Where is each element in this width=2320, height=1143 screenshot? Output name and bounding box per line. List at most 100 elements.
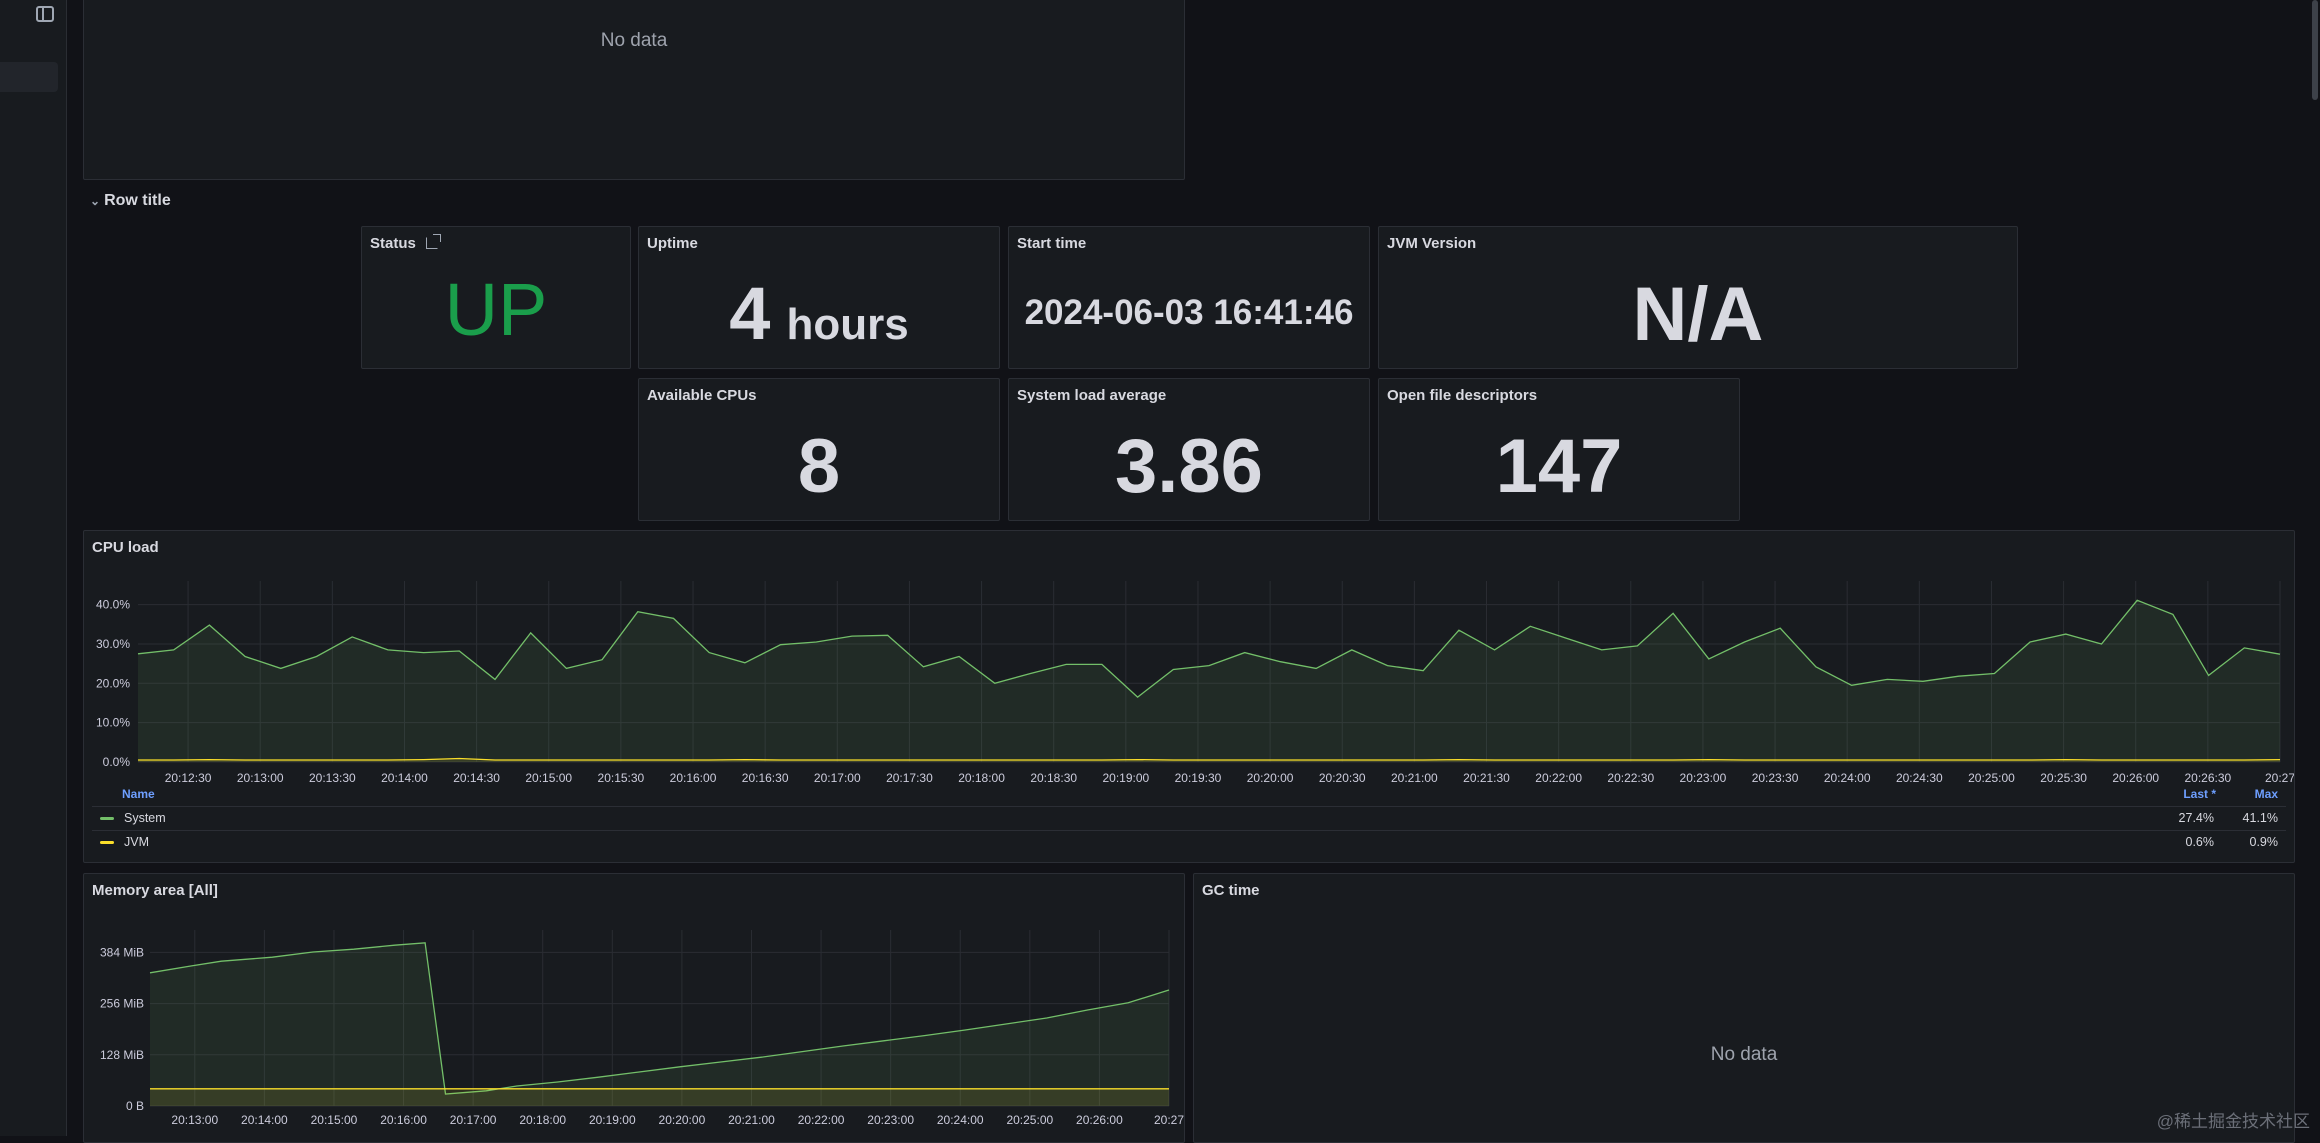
x-tick-label: 20:25:30 [2040, 771, 2087, 785]
open-fds-value: 147 [1495, 424, 1623, 509]
x-tick-label: 20:19:00 [589, 1113, 636, 1127]
x-tick-label: 20:17:00 [814, 771, 861, 785]
sidebar-active-item[interactable] [0, 62, 58, 92]
system-load-value: 3.86 [1115, 424, 1263, 509]
x-tick-label: 20:21:30 [1463, 771, 1510, 785]
x-tick-label: 20:14:00 [381, 771, 428, 785]
x-tick-label: 20:21:00 [1391, 771, 1438, 785]
x-tick-label: 20:18:00 [519, 1113, 566, 1127]
no-data-text: No data [600, 30, 668, 51]
no-data-text: No data [1710, 1044, 1778, 1065]
series-color-swatch [100, 817, 114, 820]
scrollbar[interactable] [2310, 0, 2320, 1136]
x-tick-label: 20:22:30 [1607, 771, 1654, 785]
x-tick-label: 20:17:00 [450, 1113, 497, 1127]
panel-title: Available CPUs [647, 387, 757, 404]
scroll-thumb[interactable] [2312, 0, 2318, 100]
system-load-panel: System load average 3.86 [1008, 378, 1370, 521]
panel-title: CPU load [92, 539, 159, 556]
x-tick-label: 20:24:30 [1896, 771, 1943, 785]
x-tick-label: 20:26:00 [1076, 1113, 1123, 1127]
panel-title: JVM Version [1387, 235, 1477, 252]
panel-title: Start time [1017, 235, 1087, 252]
x-tick-label: 20:13:00 [171, 1113, 218, 1127]
legend-header-last[interactable]: Last * [2183, 787, 2216, 801]
x-tick-label: 20:22:00 [1535, 771, 1582, 785]
legend-row-system[interactable]: System 27.4% 41.1% [92, 806, 2286, 829]
panel-title: GC time [1202, 882, 1260, 899]
x-tick-label: 20:25:00 [1968, 771, 2015, 785]
x-tick-label: 20:27 [1154, 1113, 1184, 1127]
x-tick-label: 20:15:30 [598, 771, 645, 785]
gc-time-panel: GC time No data [1193, 873, 2295, 1143]
x-tick-label: 20:23:30 [1752, 771, 1799, 785]
dock-menu-icon[interactable] [36, 6, 54, 22]
panel-title: Status [370, 234, 441, 252]
y-tick-label: 20.0% [96, 676, 130, 690]
y-tick-label: 40.0% [96, 598, 130, 612]
chevron-down-icon[interactable]: ⌄ [90, 194, 101, 208]
y-tick-label: 384 MiB [100, 945, 144, 959]
series-area-system [138, 600, 2280, 762]
legend-row-jvm[interactable]: JVM 0.6% 0.9% [92, 830, 2286, 853]
x-tick-label: 20:17:30 [886, 771, 933, 785]
legend-header-max[interactable]: Max [2254, 787, 2278, 801]
x-tick-label: 20:23:00 [1680, 771, 1727, 785]
x-tick-label: 20:14:30 [453, 771, 500, 785]
x-tick-label: 20:15:00 [525, 771, 572, 785]
y-tick-label: 128 MiB [100, 1048, 144, 1062]
x-tick-label: 20:24:00 [1824, 771, 1871, 785]
x-tick-label: 20:14:00 [241, 1113, 288, 1127]
jvm-version-value: N/A [1632, 272, 1764, 357]
y-tick-label: 30.0% [96, 637, 130, 651]
available-cpus-panel: Available CPUs 8 [638, 378, 1000, 521]
x-tick-label: 20:16:00 [670, 771, 717, 785]
series-line-jvm [138, 757, 2281, 761]
y-tick-label: 10.0% [96, 716, 130, 730]
available-cpus-value: 8 [797, 424, 841, 509]
x-tick-label: 20:20:30 [1319, 771, 1366, 785]
panel-title: Uptime [647, 235, 698, 252]
x-tick-label: 20:12:30 [165, 771, 212, 785]
top-panel: No data [83, 0, 1185, 180]
x-tick-label: 20:23:00 [867, 1113, 914, 1127]
x-tick-label: 20:18:30 [1030, 771, 1077, 785]
cpu-load-chart[interactable]: 0.0% 10.0% 20.0% 30.0% 40.0% 20:12:30 20:13:00… [84, 531, 2294, 791]
x-tick-label: 20:21:00 [728, 1113, 775, 1127]
status-panel: Status UP [361, 226, 631, 369]
watermark: @稀土掘金技术社区 [2156, 1112, 2310, 1131]
x-tick-label: 20:18:00 [958, 771, 1005, 785]
x-tick-label: 20:25:00 [1006, 1113, 1053, 1127]
x-tick-label: 20:27 [2265, 771, 2294, 785]
legend-header-name[interactable]: Name [122, 787, 155, 801]
x-tick-label: 20:19:30 [1175, 771, 1222, 785]
external-link-icon[interactable] [425, 234, 441, 249]
series-color-swatch [100, 841, 114, 844]
x-tick-label: 20:24:00 [937, 1113, 984, 1127]
memory-area-chart[interactable]: 0 B 128 MiB 256 MiB 384 MiB 20:13:00 20:14:00… [84, 874, 1184, 1136]
cpu-load-panel: CPU load 0.0% 10.0% 20.0% 30.0% 40.0% 20:12:3… [83, 530, 2295, 863]
x-tick-label: 20:22:00 [798, 1113, 845, 1127]
memory-series-line-0 [149, 942, 1170, 1095]
x-tick-label: 20:16:30 [742, 771, 789, 785]
memory-series-area-1 [150, 1088, 1169, 1106]
x-tick-label: 20:20:00 [1247, 771, 1294, 785]
x-tick-label: 20:15:00 [311, 1113, 358, 1127]
x-tick-label: 20:20:00 [659, 1113, 706, 1127]
sidebar [0, 0, 67, 1136]
row-title[interactable]: ⌄ Row title [90, 192, 171, 209]
uptime-unit: hours [786, 300, 909, 349]
x-tick-label: 20:26:00 [2112, 771, 2159, 785]
x-tick-label: 20:13:00 [237, 771, 284, 785]
y-tick-label: 256 MiB [100, 997, 144, 1011]
y-tick-label: 0.0% [103, 755, 131, 769]
uptime-value: 4 hours [729, 272, 909, 355]
x-tick-label: 20:16:00 [380, 1113, 427, 1127]
panel-title: Memory area [All] [92, 882, 218, 899]
panel-title: System load average [1017, 387, 1167, 404]
x-tick-label: 20:26:30 [2185, 771, 2232, 785]
y-tick-label: 0 B [126, 1099, 144, 1113]
series-line-system [137, 599, 2281, 698]
start-time-panel: Start time 2024-06-03 16:41:46 [1008, 226, 1370, 369]
x-tick-label: 20:19:00 [1102, 771, 1149, 785]
